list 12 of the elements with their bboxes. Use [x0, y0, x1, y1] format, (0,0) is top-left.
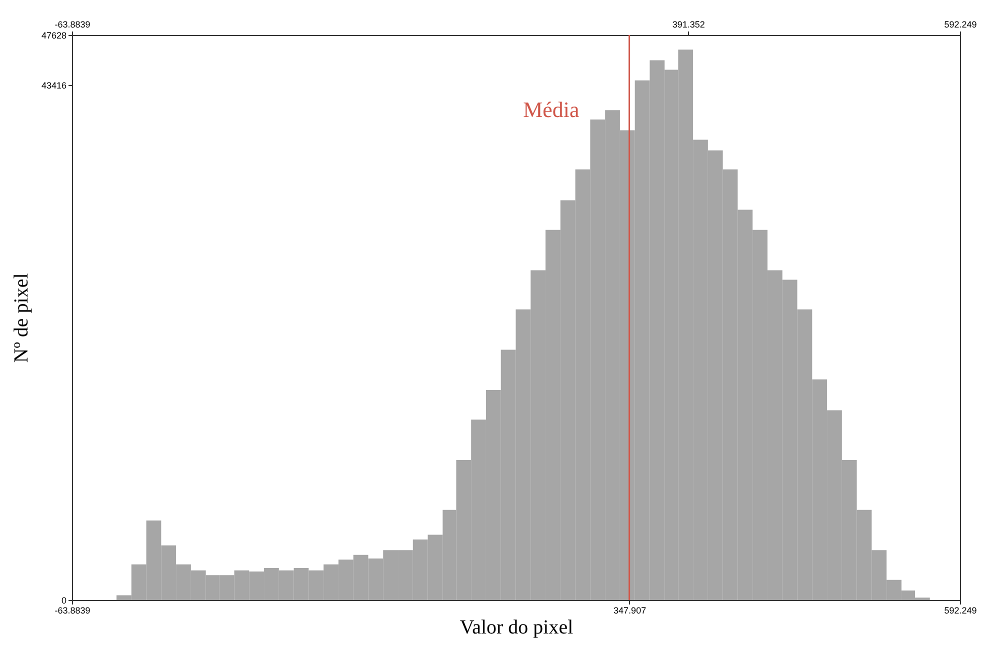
x-tick-label: -63.8839	[54, 606, 90, 616]
x2-tick-label: -63.8839	[54, 20, 90, 30]
x-tick-label: 347.907	[614, 606, 646, 616]
y-tick-label: 47628	[41, 30, 66, 40]
y-axis-title: Nº de pixel	[10, 272, 32, 363]
y-tick-label: 0	[61, 596, 66, 606]
x-axis-title: Valor do pixel	[460, 616, 574, 638]
x2-tick-label: 391.352	[672, 20, 705, 30]
ref-line-label: Média	[523, 97, 580, 122]
y-tick-label: 43416	[41, 80, 66, 90]
x2-tick-label: 592.249	[944, 20, 977, 30]
x-tick-label: 592.249	[944, 606, 977, 616]
